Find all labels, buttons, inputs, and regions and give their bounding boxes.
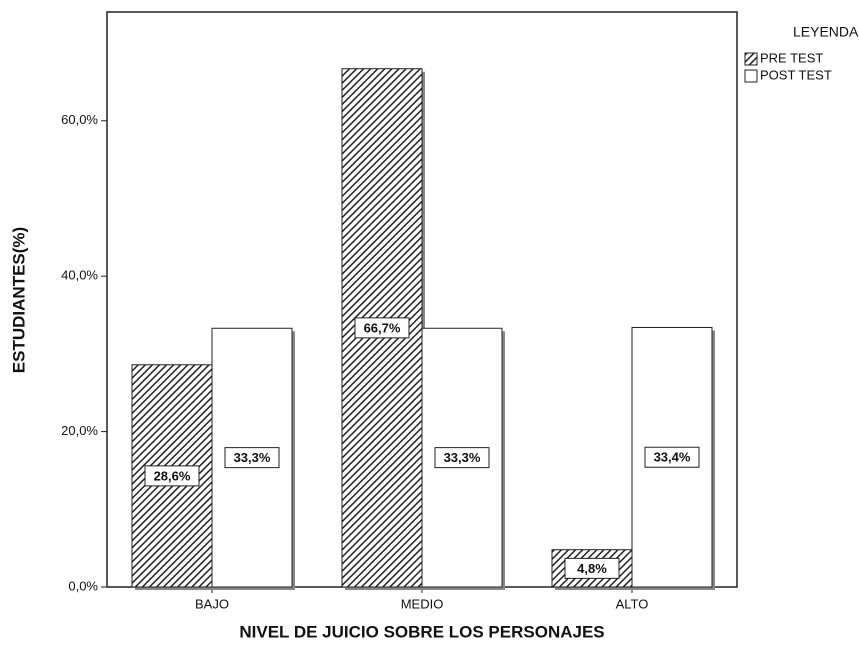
- value-label: 28,6%: [154, 468, 191, 483]
- value-label: 66,7%: [364, 320, 401, 335]
- value-label-box: [644, 446, 700, 468]
- value-label-box: [564, 557, 620, 579]
- y-axis-title: ESTUDIANTES(%): [9, 227, 28, 373]
- value-label-box: [224, 447, 280, 469]
- value-label: 33,4%: [654, 450, 691, 465]
- y-tick-label: 0,0%: [68, 578, 98, 593]
- legend-swatch: [744, 69, 758, 83]
- legend-swatch: [744, 52, 758, 66]
- y-tick-label: 20,0%: [61, 423, 98, 438]
- value-label: 4,8%: [577, 561, 607, 576]
- x-tick-label: MEDIO: [401, 596, 444, 611]
- value-label-box: [354, 317, 410, 339]
- value-label: 33,3%: [444, 450, 481, 465]
- y-tick-label: 60,0%: [61, 112, 98, 127]
- value-label-box: [434, 447, 490, 469]
- value-label-box: [144, 465, 200, 487]
- value-label: 33,3%: [234, 450, 271, 465]
- legend-title: LEYENDA: [793, 24, 859, 40]
- legend-label: POST TEST: [760, 67, 832, 82]
- legend-label: PRE TEST: [760, 50, 823, 65]
- x-axis-title: NIVEL DE JUICIO SOBRE LOS PERSONAJES: [239, 622, 604, 641]
- x-tick-label: BAJO: [195, 596, 229, 611]
- y-tick-label: 40,0%: [61, 268, 98, 283]
- x-tick-label: ALTO: [616, 596, 649, 611]
